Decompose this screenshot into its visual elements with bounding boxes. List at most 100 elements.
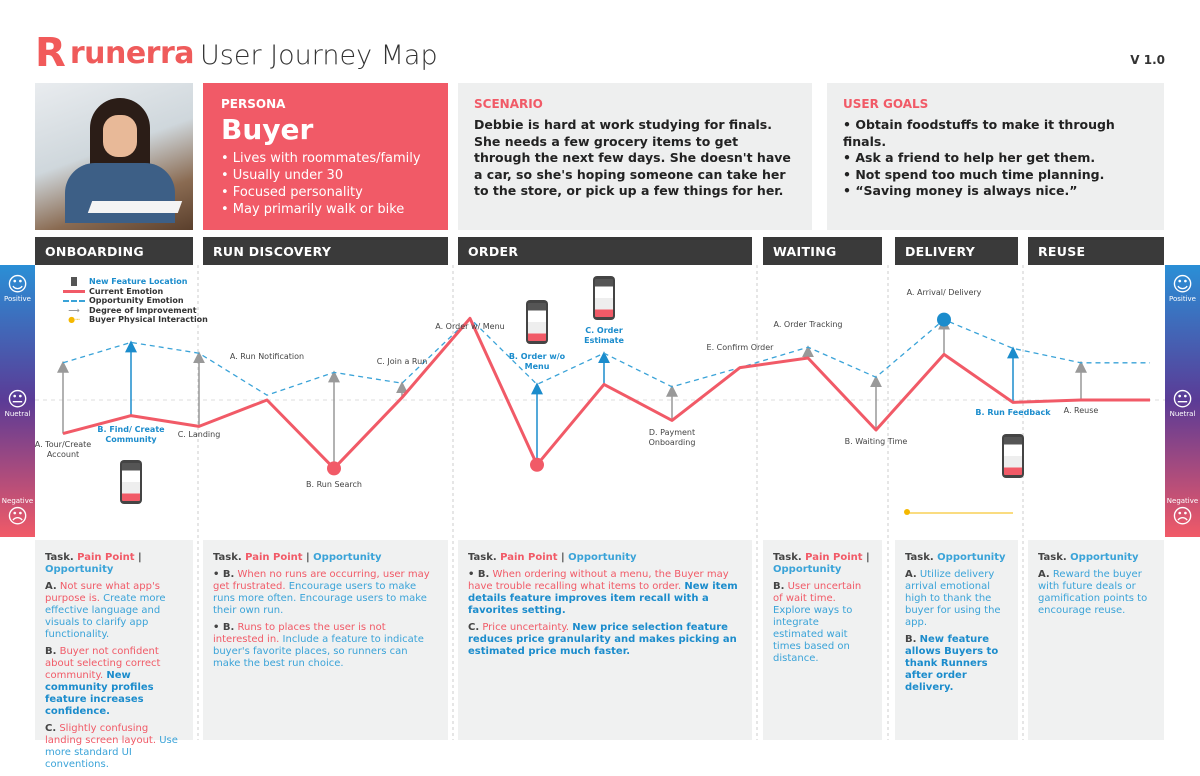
panel-delivery: Task. Opportunity A. Utilize delivery arr…	[895, 540, 1018, 740]
legend-label: Opportunity Emotion	[89, 296, 184, 306]
step-label: C. Join a Run	[376, 357, 428, 366]
step-label: C. Order Estimate	[584, 326, 624, 345]
panel-item: • B. When no runs are occurring, user ma…	[213, 569, 438, 617]
panel-header: Task. Pain Point | Opportunity	[773, 552, 870, 575]
legend: New Feature Location Current Emotion Opp…	[63, 277, 208, 325]
opportunity-text: Encourage users to make runs more often.…	[213, 581, 427, 616]
scale-negative: Negative	[1, 497, 34, 505]
legend-label: New Feature Location	[89, 277, 188, 286]
pain-point-text: Price uncertainty.	[482, 622, 570, 633]
persona-photo	[35, 83, 193, 230]
opportunity-text: Use more standard UI conventions.	[45, 735, 178, 770]
panel-order: Task. Pain Point | Opportunity • B. When …	[458, 540, 752, 740]
panel-run-discovery: Task. Pain Point | Opportunity • B. When …	[203, 540, 448, 740]
step-label: A. Order Tracking	[773, 320, 843, 329]
new-feature-text: New community profiles feature increases…	[45, 670, 154, 717]
step-label: B. Run Feedback	[975, 408, 1051, 417]
legend-label: Current Emotion	[89, 286, 164, 296]
panel-header: Task. Pain Point | Opportunity	[45, 552, 142, 575]
scale-negative: Negative	[1166, 497, 1199, 505]
happy-face-icon: ☺	[7, 272, 28, 296]
item-letter: A.	[45, 581, 57, 592]
item-letter: • B.	[213, 569, 235, 580]
neutral-face-icon: 😐	[1172, 387, 1193, 411]
step-label: E. Confirm Order	[706, 343, 774, 352]
legend-new-feature: New Feature Location	[63, 277, 208, 287]
panel-item: B. User uncertain of wait time. Explore …	[773, 581, 872, 665]
panel-header: Task. Opportunity	[1038, 552, 1154, 564]
step-label: A. Reuse	[1063, 406, 1099, 415]
panel-header: Task. Opportunity	[905, 552, 1008, 564]
item-letter: B.	[45, 646, 57, 657]
opportunity-text: Utilize delivery arrival emotional high …	[905, 569, 1001, 628]
pain-point-text: User uncertain of wait time.	[773, 581, 862, 604]
opportunity-label: Opportunity	[568, 552, 637, 563]
scale-neutral: Nuetral	[4, 410, 31, 418]
neutral-face-icon: 😐	[7, 387, 28, 411]
phone-mockup-icon	[593, 276, 615, 320]
scale-neutral: Nuetral	[1169, 410, 1196, 418]
pain-point-text: When no runs are occurring, user may get…	[213, 569, 430, 592]
persona-trait: • Focused personality	[221, 185, 363, 200]
person-icon	[904, 509, 910, 515]
pain-point-label: Pain Point	[500, 552, 558, 563]
panel-item: A. Reward the buyer with future deals or…	[1038, 569, 1154, 617]
sad-face-icon	[327, 461, 341, 476]
pain-point-text: Runs to places the user is not intereste…	[213, 622, 386, 645]
new-feature-text: New feature allows Buyers to thank Runne…	[905, 634, 999, 693]
person-icon: ●┄	[68, 315, 80, 325]
pain-point-label: Pain Point	[805, 552, 863, 563]
scenario-text: Debbie is hard at work studying for fina…	[474, 117, 791, 198]
legend-label: Degree of Improvement	[89, 305, 197, 315]
legend-current: Current Emotion	[63, 287, 208, 297]
step-label: B. Run Search	[306, 480, 362, 489]
panel-item: • B. Runs to places the user is not inte…	[213, 622, 438, 670]
phone-icon	[63, 277, 85, 287]
goal-item: • Not spend too much time planning.	[843, 166, 1105, 182]
user-goals-card: USER GOALS • Obtain foodstuffs to make i…	[827, 83, 1164, 230]
opportunity-label: Opportunity	[45, 564, 114, 575]
opportunity-text: Explore ways to integrate estimated wait…	[773, 605, 853, 664]
phone-mockup-icon	[1002, 434, 1024, 478]
sad-face-icon	[530, 457, 544, 472]
persona-name: Buyer	[221, 113, 314, 146]
goal-item: • Ask a friend to help her get them.	[843, 150, 1096, 165]
happy-face-icon: ☺	[1172, 272, 1193, 296]
happy-face-icon	[937, 312, 951, 327]
phase-order: ORDER	[458, 237, 752, 265]
task-label: Task.	[468, 552, 497, 563]
user-goals-label: USER GOALS	[843, 97, 929, 111]
runerra-logo: R runerra	[35, 30, 195, 76]
phase-waiting: WAITING	[763, 237, 882, 265]
panel-header: Task. Pain Point | Opportunity	[213, 552, 382, 563]
legend-improvement: ⟶ Degree of Improvement	[63, 306, 208, 316]
panel-reuse: Task. Opportunity A. Reward the buyer wit…	[1028, 540, 1164, 740]
version-label: V 1.0	[1130, 53, 1165, 67]
panel-item: A. Not sure what app's purpose is. Creat…	[45, 581, 183, 641]
new-feature-text: New item details feature improves item r…	[468, 581, 738, 616]
step-label: A. Run Notification	[229, 352, 305, 361]
step-label: D. Payment Onboarding	[648, 428, 696, 447]
phase-run-discovery: RUN DISCOVERY	[203, 237, 448, 265]
emotion-scale-left: ☺ Positive 😐 Nuetral Negative ☹	[0, 265, 35, 537]
persona-trait: • Usually under 30	[221, 168, 344, 183]
item-letter: A.	[905, 569, 917, 580]
item-letter: A.	[1038, 569, 1050, 580]
persona-label: PERSONA	[221, 97, 286, 111]
pain-point-text: Not sure what app's purpose is.	[45, 581, 160, 604]
opportunity-text: Include a feature to indicate buyer's fa…	[213, 634, 424, 669]
scale-positive: Positive	[1169, 295, 1196, 303]
step-label: B. Find/ Create Community	[97, 425, 165, 444]
phone-mockup-icon	[526, 300, 548, 344]
panel-header: Task. Pain Point | Opportunity	[468, 552, 637, 563]
goal-item: • “Saving money is always nice.”	[843, 183, 1078, 198]
panel-item: A. Utilize delivery arrival emotional hi…	[905, 569, 1008, 629]
task-label: Task.	[905, 552, 934, 563]
legend-label: Buyer Physical Interaction	[89, 315, 208, 325]
phase-onboarding: ONBOARDING	[35, 237, 193, 265]
goal-item: • Obtain foodstuffs to make it through f…	[843, 117, 1115, 149]
logo-mark: R	[35, 30, 66, 76]
item-letter: C.	[45, 723, 57, 734]
task-label: Task.	[213, 552, 242, 563]
item-letter: C.	[468, 622, 480, 633]
